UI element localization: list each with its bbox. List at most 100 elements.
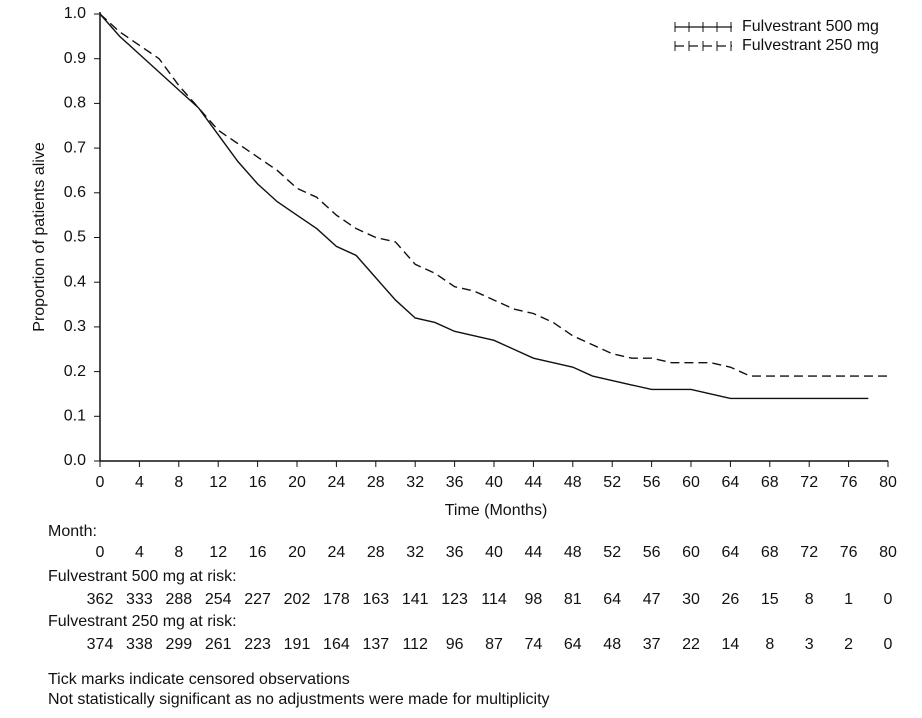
- risk-value: 338: [126, 636, 153, 653]
- y-tick-label: 0.7: [64, 139, 86, 156]
- risk-value: 87: [485, 636, 503, 653]
- risk-value: 48: [603, 636, 621, 653]
- risk-value: 191: [284, 636, 311, 653]
- risk-month: 80: [879, 544, 897, 561]
- x-tick-label: 16: [249, 474, 267, 491]
- risk-value: 123: [441, 591, 468, 608]
- x-tick-label: 80: [879, 474, 897, 491]
- survival-curve: [99, 13, 888, 377]
- y-tick-label: 0.8: [64, 95, 86, 112]
- y-tick-label: 0.4: [64, 273, 86, 290]
- risk-month: 76: [840, 544, 858, 561]
- risk-month: 52: [603, 544, 621, 561]
- risk-month: 48: [564, 544, 582, 561]
- x-tick-label: 24: [328, 474, 346, 491]
- x-tick-label: 76: [840, 474, 858, 491]
- risk-row-label: Fulvestrant 500 mg at risk:: [48, 568, 237, 585]
- risk-month: 44: [525, 544, 543, 561]
- risk-value: 254: [205, 591, 232, 608]
- risk-month: 16: [249, 544, 267, 561]
- risk-value: 30: [682, 591, 700, 608]
- risk-value: 15: [761, 591, 779, 608]
- risk-month: 8: [174, 544, 183, 561]
- risk-value: 22: [682, 636, 700, 653]
- x-tick-label: 28: [367, 474, 385, 491]
- risk-value: 74: [525, 636, 543, 653]
- risk-value: 96: [446, 636, 464, 653]
- risk-month: 32: [406, 544, 424, 561]
- risk-value: 223: [244, 636, 271, 653]
- risk-value: 0: [884, 636, 893, 653]
- x-tick-label: 48: [564, 474, 582, 491]
- y-tick-label: 0.9: [64, 50, 86, 67]
- risk-value: 3: [805, 636, 814, 653]
- risk-value: 26: [722, 591, 740, 608]
- risk-value: 8: [765, 636, 774, 653]
- x-tick-label: 40: [485, 474, 503, 491]
- risk-value: 14: [722, 636, 740, 653]
- risk-value: 0: [884, 591, 893, 608]
- survival-curve: [99, 13, 869, 400]
- risk-value: 362: [87, 591, 114, 608]
- risk-month: 72: [800, 544, 818, 561]
- x-tick-label: 32: [406, 474, 424, 491]
- risk-value: 261: [205, 636, 232, 653]
- risk-month: 40: [485, 544, 503, 561]
- risk-value: 227: [244, 591, 271, 608]
- risk-table-label: Month:: [48, 523, 97, 540]
- y-tick-label: 0.1: [64, 408, 86, 425]
- risk-value: 164: [323, 636, 350, 653]
- risk-month: 36: [446, 544, 464, 561]
- risk-month: 24: [328, 544, 346, 561]
- x-tick-label: 60: [682, 474, 700, 491]
- x-tick-label: 56: [643, 474, 661, 491]
- risk-value: 64: [564, 636, 582, 653]
- risk-value: 64: [603, 591, 621, 608]
- footnote: Not statistically significant as no adju…: [48, 691, 550, 708]
- risk-month: 0: [96, 544, 105, 561]
- risk-month: 4: [135, 544, 144, 561]
- risk-month: 56: [643, 544, 661, 561]
- x-tick-label: 52: [603, 474, 621, 491]
- x-tick-label: 36: [446, 474, 464, 491]
- x-tick-label: 8: [174, 474, 183, 491]
- risk-row-label: Fulvestrant 250 mg at risk:: [48, 613, 237, 630]
- y-axis-label: Proportion of patients alive: [31, 142, 48, 332]
- risk-value: 333: [126, 591, 153, 608]
- footnote: Tick marks indicate censored observation…: [48, 671, 350, 688]
- risk-value: 374: [87, 636, 114, 653]
- x-tick-label: 0: [96, 474, 105, 491]
- risk-value: 112: [402, 636, 428, 653]
- risk-month: 60: [682, 544, 700, 561]
- risk-value: 81: [564, 591, 582, 608]
- y-tick-label: 0.3: [64, 318, 86, 335]
- y-tick-label: 0.0: [64, 452, 86, 469]
- risk-month: 68: [761, 544, 779, 561]
- x-tick-label: 64: [722, 474, 740, 491]
- risk-value: 47: [643, 591, 661, 608]
- y-tick-label: 0.5: [64, 229, 86, 246]
- y-tick-label: 0.6: [64, 184, 86, 201]
- x-tick-label: 12: [209, 474, 227, 491]
- risk-value: 8: [805, 591, 814, 608]
- risk-value: 178: [323, 591, 350, 608]
- y-tick-label: 1.0: [64, 5, 86, 22]
- risk-value: 137: [362, 636, 389, 653]
- x-tick-label: 20: [288, 474, 306, 491]
- risk-month: 28: [367, 544, 385, 561]
- x-tick-label: 44: [525, 474, 543, 491]
- legend-label: Fulvestrant 250 mg: [742, 37, 879, 54]
- risk-value: 98: [525, 591, 543, 608]
- x-tick-label: 72: [800, 474, 818, 491]
- risk-month: 12: [209, 544, 227, 561]
- legend-label: Fulvestrant 500 mg: [742, 18, 879, 35]
- x-tick-label: 4: [135, 474, 144, 491]
- x-tick-label: 68: [761, 474, 779, 491]
- risk-month: 64: [722, 544, 740, 561]
- risk-value: 1: [844, 591, 853, 608]
- risk-month: 20: [288, 544, 306, 561]
- risk-value: 163: [362, 591, 389, 608]
- risk-value: 114: [481, 591, 507, 608]
- risk-value: 2: [844, 636, 853, 653]
- risk-value: 299: [165, 636, 192, 653]
